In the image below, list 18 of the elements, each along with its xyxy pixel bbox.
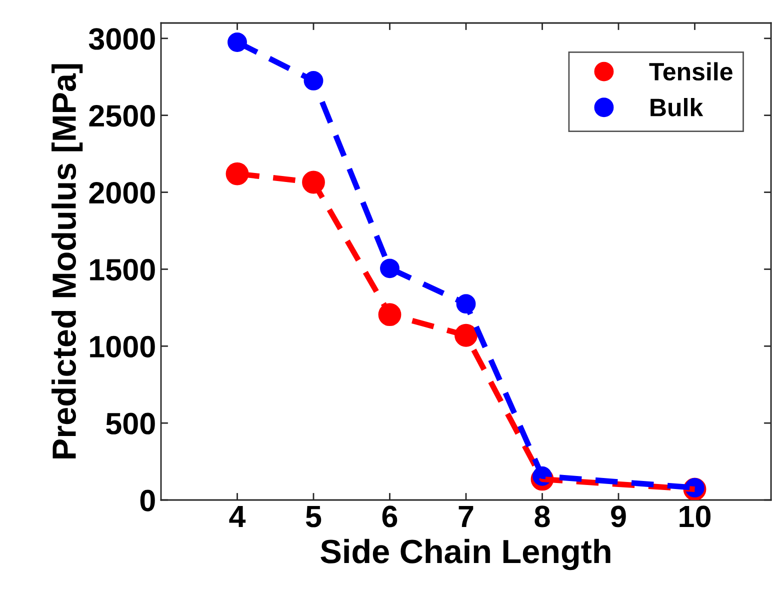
legend-label: Tensile [649, 62, 732, 81]
x-tick-label: 6 [382, 506, 398, 528]
y-axis-title: Predicted Modulus [MPa] [52, 64, 83, 458]
y-tick-label: 0 [140, 490, 155, 512]
y-tick-label: 3000 [88, 28, 155, 50]
x-tick-label: 4 [229, 506, 246, 528]
y-tick-label: 1500 [90, 258, 155, 281]
x-tick-label: 7 [458, 506, 474, 528]
y-tick-label: 2500 [89, 105, 155, 127]
x-tick-label: 5 [306, 506, 322, 528]
y-tick-label: 1000 [90, 336, 155, 358]
x-tick-label: 9 [611, 506, 626, 528]
legend-label: Bulk [650, 98, 704, 116]
x-tick-label: 8 [534, 506, 550, 528]
x-tick-label: 10 [680, 506, 710, 528]
x-axis-title: Side Chain Length [320, 538, 610, 570]
y-tick-label: 500 [106, 412, 155, 434]
y-tick-label: 2000 [89, 182, 155, 204]
